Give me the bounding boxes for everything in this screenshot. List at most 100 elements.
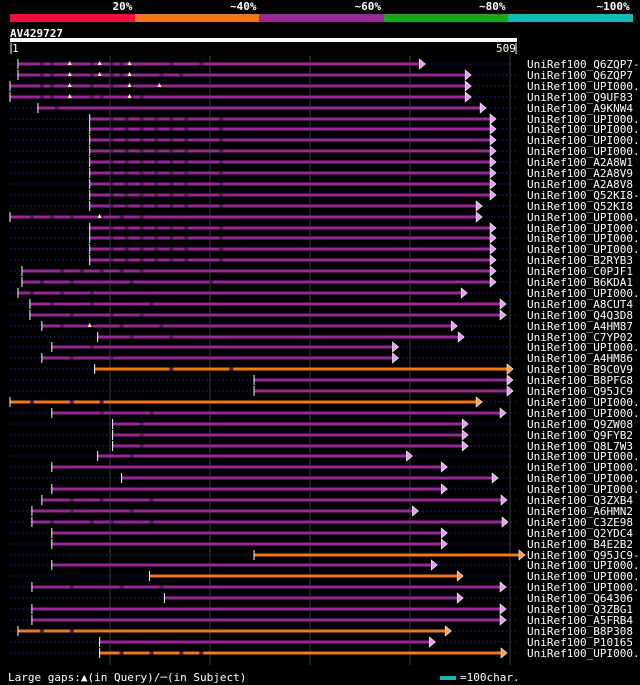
hit-arrow [461,418,469,430]
hit-arrow [489,265,497,277]
hit-label: UniRef100_UPI000.. [527,134,640,147]
hit-label: UniRef100_UPI000.. [527,243,640,256]
hit-arrow [491,472,499,484]
hit-label: UniRef100_Q2YDC4 [527,527,633,540]
hit-label: UniRef100_UPI000.. [527,222,640,235]
hit-arrow [440,483,448,495]
hit-arrow [489,243,497,255]
hit-arrow [479,102,487,114]
hit-arrow [464,80,472,92]
hit-label: UniRef100_UPI000.. [527,211,640,224]
hit-arrow [464,91,472,103]
hit-label: UniRef100_Q9FYB2 [527,429,633,442]
hit-arrow [450,320,458,332]
hit-label: UniRef100_A8CUT4 [527,298,633,311]
hit-arrow [489,232,497,244]
hit-label: UniRef100_Q3ZXB4 [527,494,633,507]
scale-segment [10,14,135,22]
hit-label: UniRef100_Q52KI8 [527,200,633,213]
hit-arrow [501,516,509,528]
hit-label: UniRef100_UPI000.. [527,581,640,594]
hit-label: UniRef100_UPI000.. [527,287,640,300]
hit-label: UniRef100_C0PJF1 [527,265,633,278]
hit-label: UniRef100_Q95JC9-3 [527,549,640,562]
query-gap-mark [127,61,132,65]
hit-label: UniRef100_A2A8V8 [527,178,633,191]
scale-bar [440,676,456,680]
hit-label: UniRef100_A4HM86 [527,352,633,365]
hit-arrow [499,309,507,321]
hit-arrow [444,625,452,637]
scale-bar-label: =100char. [460,671,520,684]
hit-arrow [475,396,483,408]
hit-label: UniRef100_Q9ZW08 [527,418,633,431]
hit-label: UniRef100_B2RYB3 [527,254,633,267]
hit-arrow [499,298,507,310]
hit-label: UniRef100_UPI000.. [527,407,640,420]
hit-arrow [440,538,448,550]
hit-label: UniRef100_UPI000.. [527,450,640,463]
hit-label: UniRef100_UPI000.. [527,396,640,409]
hit-arrow [489,156,497,168]
hit-label: UniRef100_Q4Q3D8 [527,309,633,322]
hit-label: UniRef100_Q6ZQP7 [527,69,633,82]
hit-arrow [429,636,436,648]
query-gap-mark [97,72,102,76]
hit-arrow [406,450,413,462]
hit-label: UniRef100_UPI000.. [527,483,640,496]
hit-label: UniRef100_C7YP02 [527,331,633,344]
query-gap-mark [97,214,102,218]
hit-arrow [500,647,508,659]
scale-segment [383,14,508,22]
hit-arrow [460,287,468,299]
gap-legend: Large gaps:▲(in Query)/─(in Subject) [8,671,247,684]
scale-segment [508,14,633,22]
hit-arrow [456,570,464,582]
query-end-label: 509 [496,42,516,55]
hit-arrow [440,461,448,473]
hit-label: UniRef100_A2A8V9 [527,167,633,180]
query-gap-mark [87,323,92,327]
hit-arrow [461,429,469,441]
hit-arrow [461,440,469,452]
hit-arrow [506,363,514,375]
hit-label: UniRef100_UPI000.. [527,472,640,485]
hit-label: UniRef100_B6KDA1 [527,276,633,289]
hit-arrow [392,341,399,353]
hit-arrow [412,505,419,517]
hit-label: UniRef100_A4HM87 [527,320,633,333]
hit-arrow [518,549,526,561]
hit-arrow [392,352,399,364]
hit-label: UniRef100_Q52KI8-2 [527,189,640,202]
hit-label: UniRef100_UPI000.. [527,559,640,572]
hit-label: UniRef100_UPI000.. [527,341,640,354]
hit-arrow [489,145,497,157]
hit-arrow [500,494,508,506]
hit-arrow [489,167,497,179]
hit-arrow [489,276,497,288]
query-start-label: 1 [12,42,19,55]
hit-arrow [489,123,497,135]
hit-label: UniRef100_A5FRB4 [527,614,633,627]
hit-label: UniRef100_B8PFG8 [527,374,633,387]
hit-arrow [431,559,438,571]
scale-label: ~60% [354,0,382,13]
hit-label: UniRef100_A6HMN2 [527,505,633,518]
hit-label: UniRef100_P10165 [527,636,633,649]
hit-label: UniRef100_Q9UF83 [527,91,633,104]
hit-arrow [489,134,497,146]
hit-arrow [464,69,472,81]
scale-segment [134,14,259,22]
scale-label: 20% [112,0,133,13]
hit-label: UniRef100_Q3ZBG1 [527,603,633,616]
hit-label: UniRef100_UPI000.. [527,123,640,136]
scale-segment [259,14,384,22]
hit-label: UniRef100_C3ZE98 [527,516,633,529]
query-name: AV429727 [10,27,63,40]
hit-arrow [475,200,483,212]
query-gap-mark [127,83,132,87]
query-gap-mark [97,61,102,65]
hit-arrow [489,113,497,125]
hit-arrow [499,581,507,593]
